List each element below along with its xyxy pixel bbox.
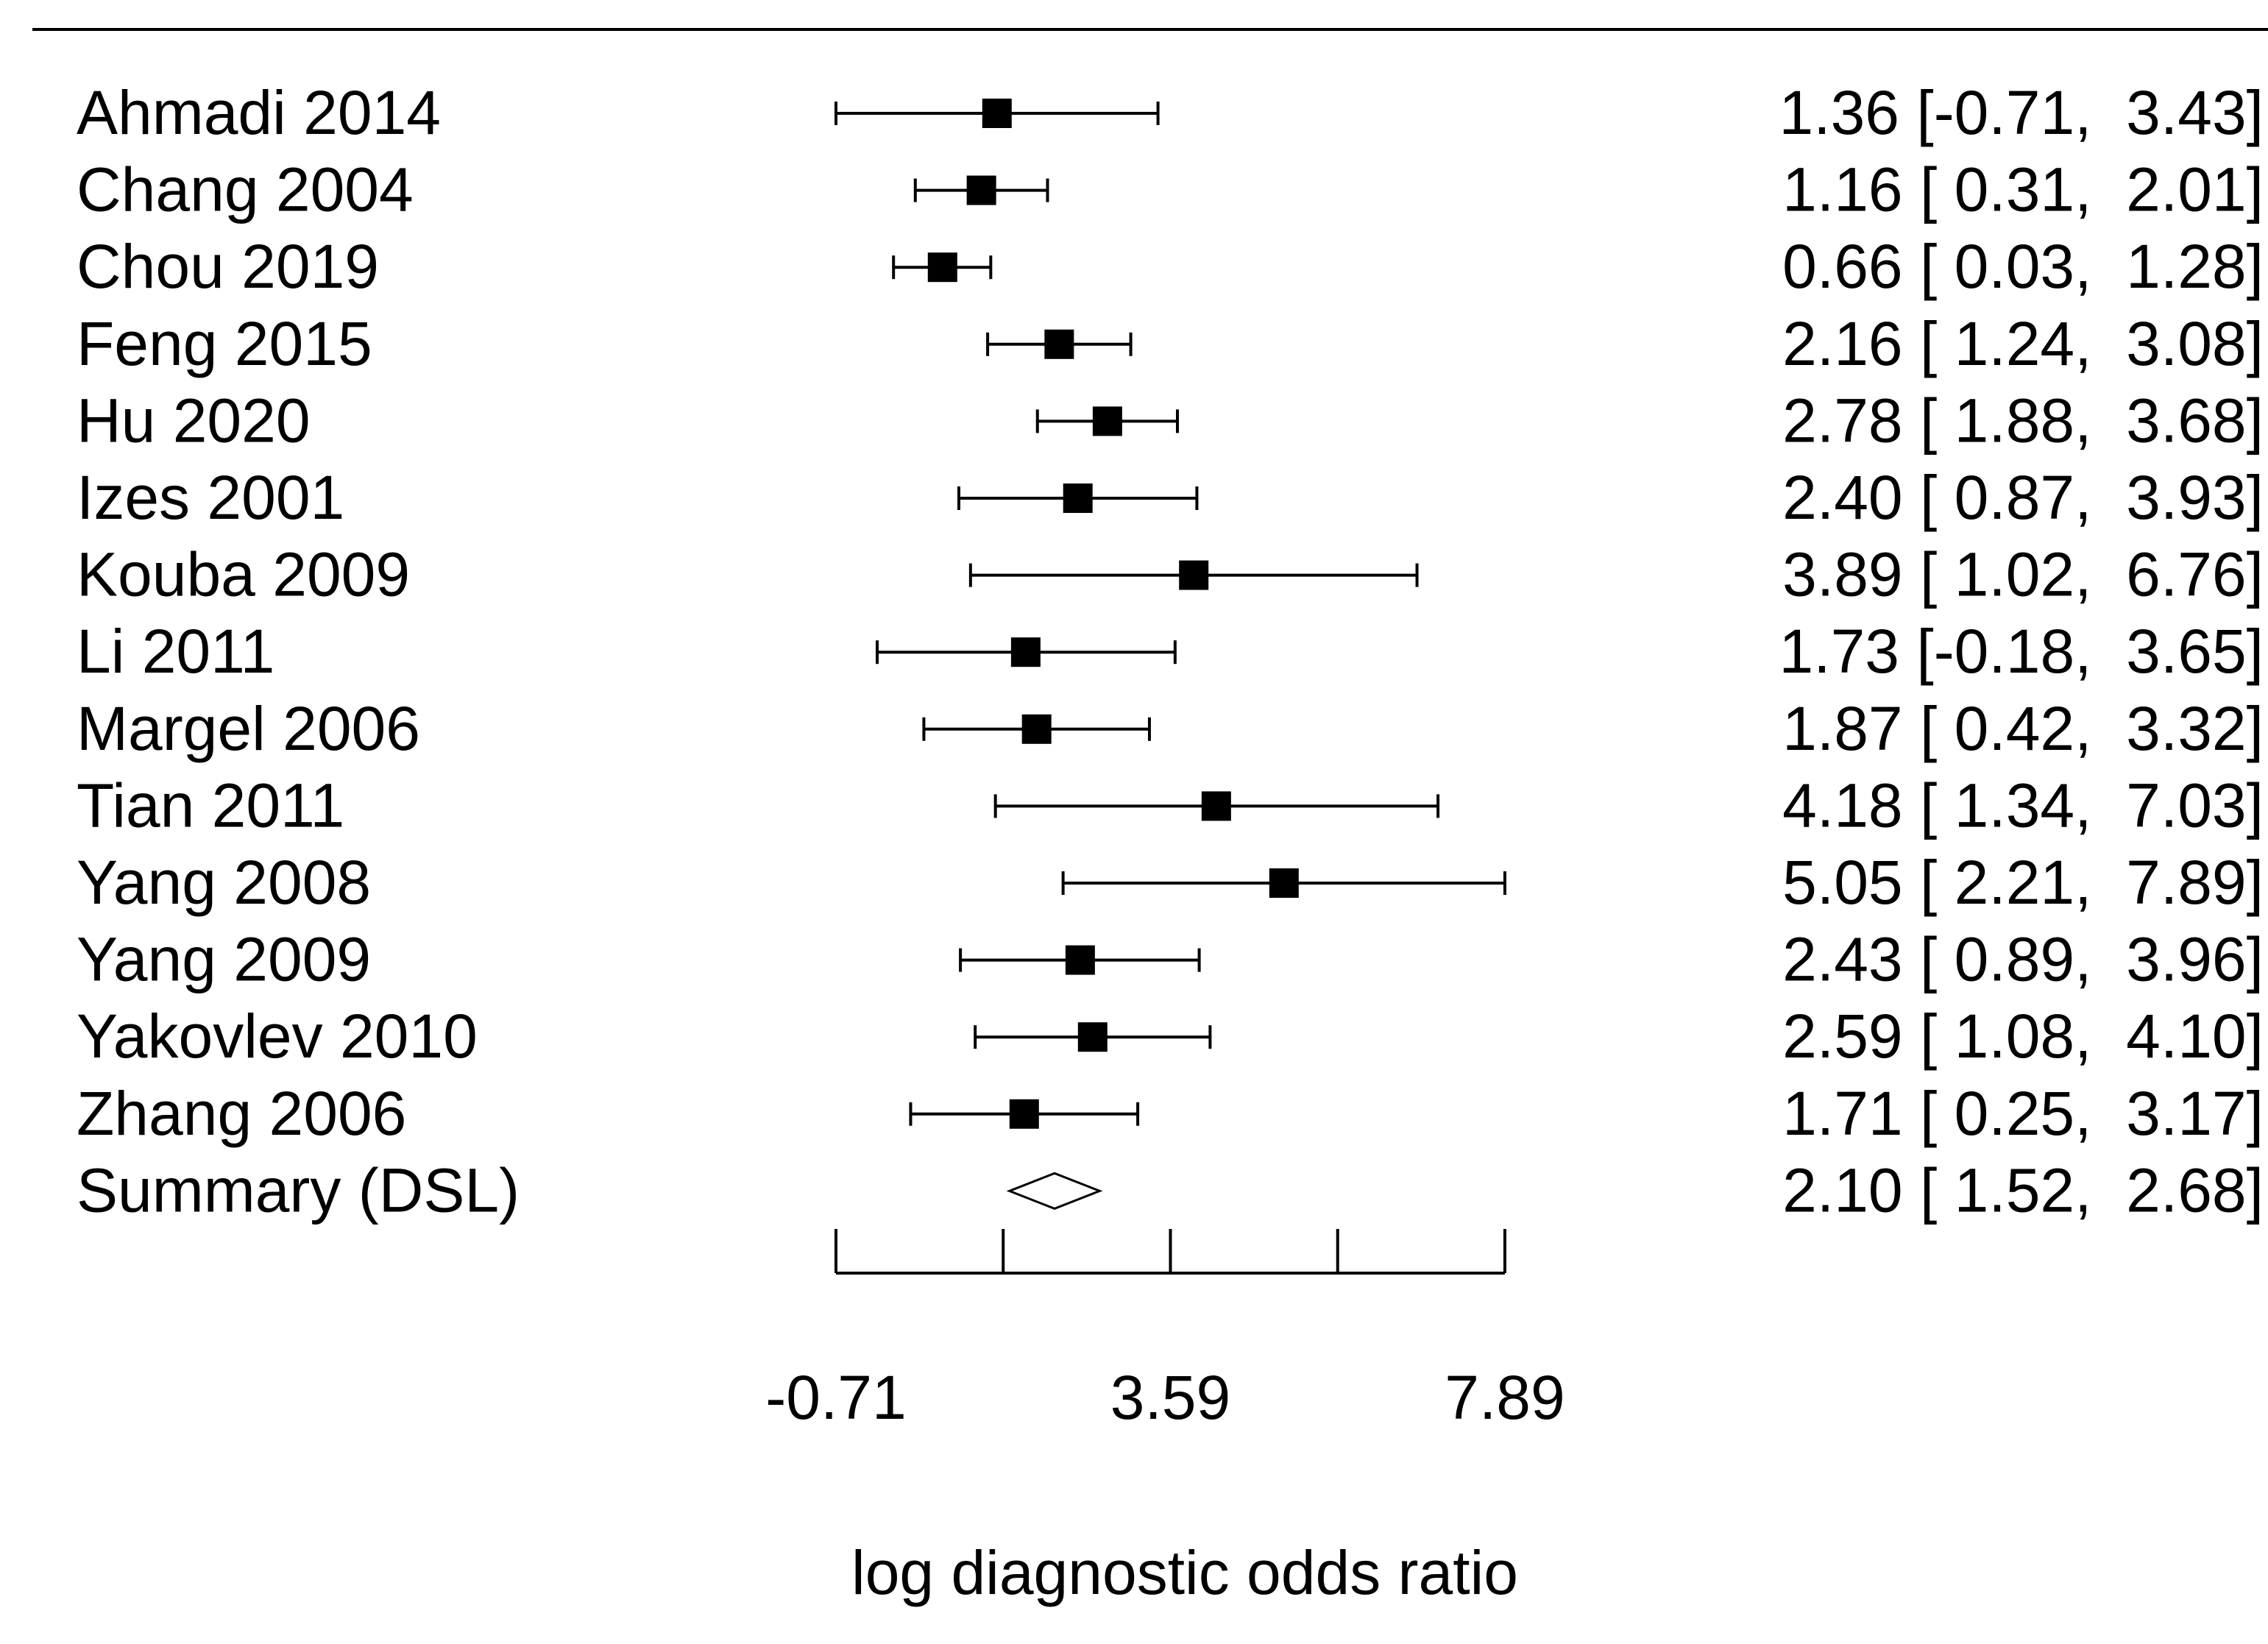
study-label: Chou 2019: [77, 232, 379, 301]
point-estimate-marker: [1092, 406, 1122, 436]
x-axis-label: log diagnostic odds ratio: [851, 1538, 1518, 1607]
point-estimate-marker: [1063, 483, 1093, 513]
study-row: Chang 2004 1.16 [ 0.31, 2.01]: [77, 155, 2264, 224]
point-estimate-marker: [1065, 945, 1095, 975]
study-label: Yang 2008: [77, 848, 371, 917]
study-label: Yakovlev 2010: [77, 1002, 478, 1071]
study-label: Izes 2001: [77, 463, 344, 532]
study-row: Feng 2015 2.16 [ 1.24, 3.08]: [77, 309, 2264, 378]
study-label: Ahmadi 2014: [77, 78, 441, 147]
study-row: Margel 2006 1.87 [ 0.42, 3.32]: [77, 694, 2264, 763]
study-row: Ahmadi 2014 1.36 [-0.71, 3.43]: [77, 78, 2264, 147]
study-row: Hu 2020 2.78 [ 1.88, 3.68]: [77, 386, 2264, 455]
study-label: Zhang 2006: [77, 1079, 406, 1148]
study-estimate-ci: 2.40 [ 0.87, 3.93]: [1782, 463, 2264, 532]
study-estimate-ci: 0.66 [ 0.03, 1.28]: [1782, 232, 2264, 301]
study-label: Li 2011: [77, 617, 274, 686]
study-row: Yakovlev 2010 2.59 [ 1.08, 4.10]: [77, 1002, 2264, 1071]
study-estimate-ci: 1.73 [-0.18, 3.65]: [1779, 617, 2264, 686]
point-estimate-marker: [1021, 714, 1052, 744]
study-label: Yang 2009: [77, 925, 371, 994]
study-row: Izes 2001 2.40 [ 0.87, 3.93]: [77, 463, 2264, 532]
study-label: Hu 2020: [77, 386, 311, 455]
study-label: Margel 2006: [77, 694, 420, 763]
point-estimate-marker: [966, 175, 996, 205]
study-label: Tian 2011: [77, 770, 344, 840]
study-estimate-ci: 1.36 [-0.71, 3.43]: [1779, 78, 2264, 147]
study-row: Yang 2009 2.43 [ 0.89, 3.96]: [77, 925, 2264, 994]
study-label: Chang 2004: [77, 155, 414, 224]
point-estimate-marker: [1201, 791, 1231, 821]
study-label: Feng 2015: [77, 309, 372, 378]
x-tick-label: 7.89: [1445, 1363, 1565, 1432]
study-rows: Ahmadi 2014 1.36 [-0.71, 3.43] Chang 2004 1…: [77, 78, 2264, 1148]
study-row: Li 2011 1.73 [-0.18, 3.65]: [77, 617, 2264, 686]
x-tick-label: -0.71: [765, 1363, 906, 1432]
study-estimate-ci: 1.71 [ 0.25, 3.17]: [1782, 1079, 2264, 1148]
point-estimate-marker: [1179, 560, 1209, 590]
x-axis: -0.71 3.59 7.89: [765, 1229, 1565, 1432]
point-estimate-marker: [1010, 637, 1041, 667]
study-estimate-ci: 2.16 [ 1.24, 3.08]: [1782, 309, 2264, 378]
point-estimate-marker: [927, 252, 957, 283]
point-estimate-marker: [982, 99, 1012, 128]
summary-row: Summary (DSL) 2.10 [ 1.52, 2.68]: [77, 1155, 2264, 1225]
x-tick-label: 3.59: [1110, 1363, 1231, 1432]
study-estimate-ci: 1.16 [ 0.31, 2.01]: [1782, 155, 2264, 224]
study-label: Kouba 2009: [77, 540, 410, 609]
study-estimate-ci: 1.87 [ 0.42, 3.32]: [1782, 694, 2264, 763]
summary-diamond: [1006, 1172, 1103, 1211]
study-row: Zhang 2006 1.71 [ 0.25, 3.17]: [77, 1079, 2264, 1148]
summary-label: Summary (DSL): [77, 1155, 520, 1225]
study-estimate-ci: 4.18 [ 1.34, 7.03]: [1782, 770, 2264, 840]
study-row: Kouba 2009 3.89 [ 1.02, 6.76]: [77, 540, 2264, 609]
study-estimate-ci: 2.78 [ 1.88, 3.68]: [1782, 386, 2264, 455]
point-estimate-marker: [1044, 329, 1074, 359]
study-estimate-ci: 2.43 [ 0.89, 3.96]: [1782, 925, 2264, 994]
point-estimate-marker: [1077, 1022, 1108, 1052]
study-estimate-ci: 3.89 [ 1.02, 6.76]: [1782, 540, 2264, 609]
study-row: Yang 2008 5.05 [ 2.21, 7.89]: [77, 848, 2264, 917]
study-estimate-ci: 2.59 [ 1.08, 4.10]: [1782, 1002, 2264, 1071]
point-estimate-marker: [1009, 1099, 1039, 1129]
point-estimate-marker: [1269, 868, 1299, 898]
study-row: Chou 2019 0.66 [ 0.03, 1.28]: [77, 232, 2264, 301]
study-estimate-ci: 5.05 [ 2.21, 7.89]: [1782, 848, 2264, 917]
summary-estimate-ci: 2.10 [ 1.52, 2.68]: [1782, 1155, 2264, 1225]
study-row: Tian 2011 4.18 [ 1.34, 7.03]: [77, 770, 2264, 840]
